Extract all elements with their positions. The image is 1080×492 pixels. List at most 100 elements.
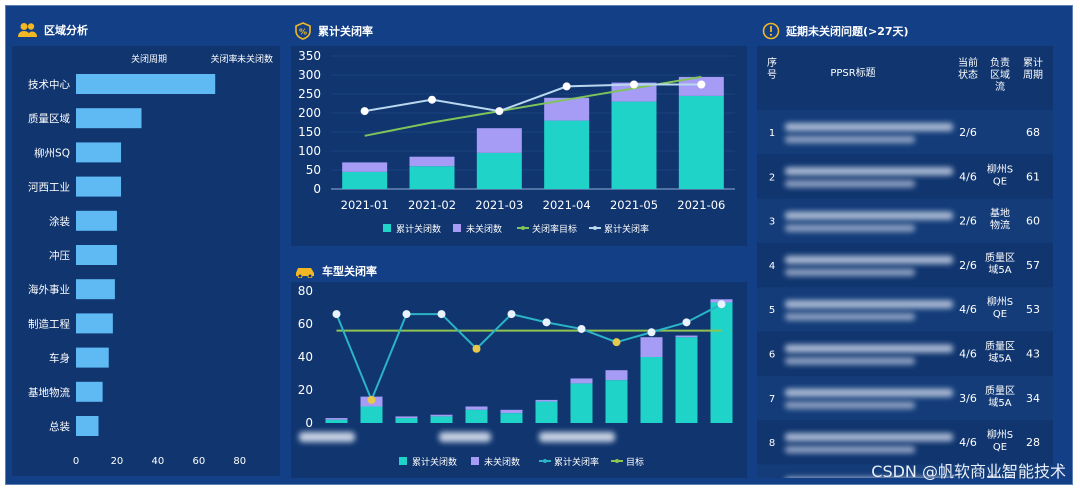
region-x-tick: 20 <box>111 456 124 467</box>
table-cell-zone: 质量区 <box>985 385 1015 397</box>
close-bar-open <box>476 128 522 153</box>
close-rate-point <box>697 80 706 89</box>
table-cell-ppsr-blurred <box>785 180 915 188</box>
table-cell-ppsr-blurred <box>785 433 953 442</box>
region-x-tick: 80 <box>233 456 246 467</box>
close-rate-point <box>428 95 436 104</box>
model-bar-closed <box>360 406 383 423</box>
model-x-tick-blurred <box>439 432 491 442</box>
close-bar-closed <box>611 101 657 189</box>
model-x-tick-blurred <box>539 432 615 442</box>
close-rate-point <box>360 107 369 116</box>
model-legend-label: 未关闭数 <box>484 456 520 468</box>
table-header-seq: 序 <box>767 56 777 69</box>
close-bar-open <box>544 97 590 121</box>
model-bar-closed <box>605 380 628 423</box>
table-cell-ppsr-blurred <box>785 388 953 397</box>
percent-shield-icon: % <box>294 22 312 40</box>
table-cell-ppsr-blurred <box>785 136 915 143</box>
table-cell-status: 3/6 <box>959 392 977 405</box>
model-y-tick: 40 <box>298 350 313 364</box>
close-rate-point <box>630 80 638 89</box>
close-legend-dot <box>593 226 597 230</box>
region-bar <box>76 381 103 402</box>
car-icon <box>294 264 316 278</box>
svg-text:%: % <box>299 28 307 37</box>
close-legend-label: 累计关闭数 <box>396 223 441 235</box>
table-header-status: 状态 <box>958 68 978 81</box>
region-title-text: 区域分析 <box>44 24 88 37</box>
region-category-label: 冲压 <box>49 249 70 262</box>
table-cell-zone: 物流 <box>990 219 1010 232</box>
table-cell-status: 2/6 <box>959 126 977 139</box>
close-bar-closed <box>409 166 455 189</box>
region-bar <box>76 108 142 129</box>
model-rate-point <box>472 344 481 353</box>
model-y-tick: 20 <box>298 383 313 397</box>
table-cell-cycle: 28 <box>1026 436 1040 449</box>
close-rate-title-text: 累计关闭率 <box>318 25 373 38</box>
model-x-tick-blurred <box>299 432 355 442</box>
close-legend-label: 关闭率目标 <box>532 223 577 235</box>
model-y-tick: 60 <box>298 317 313 331</box>
table-row <box>757 110 1053 155</box>
region-category-label: 基地物流 <box>28 386 70 399</box>
table-cell-status: 2/6 <box>959 215 977 228</box>
close-legend-swatch <box>453 224 461 232</box>
region-bar <box>76 142 122 163</box>
close-y-tick: 200 <box>298 106 321 120</box>
model-bar-closed <box>430 416 453 423</box>
table-cell-zone: 域5A <box>988 352 1011 365</box>
region-bar <box>76 245 117 265</box>
close-legend-swatch <box>383 224 391 232</box>
close-rate-line <box>364 83 702 113</box>
table-cell-zone: QE <box>993 309 1007 320</box>
table-cell-zone: 柳州S <box>987 295 1013 308</box>
model-rate-point <box>647 328 656 337</box>
close-y-tick: 250 <box>298 87 321 101</box>
table-header-zone: 区域 <box>990 68 1010 81</box>
model-rate-point <box>577 324 586 333</box>
table-cell-seq: 8 <box>769 438 775 449</box>
model-rate-point <box>437 310 446 319</box>
table-cell-zone: 柳州S <box>987 428 1013 441</box>
table-cell-zone: QE <box>993 176 1007 187</box>
close-y-tick: 150 <box>298 125 321 139</box>
table-cell-cycle: 68 <box>1026 126 1040 139</box>
table-cell-zone: QE <box>993 442 1007 453</box>
region-x-tick: 60 <box>192 456 205 467</box>
model-bar-open <box>500 409 523 414</box>
close-rate-chart: 0 50 100 150 200 250 300 350 2021-01 2021-02 2021-… <box>298 49 735 235</box>
model-panel-title: 车型关闭率 <box>294 263 377 279</box>
model-y-tick: 80 <box>298 284 313 298</box>
table-cell-cycle: 43 <box>1026 348 1040 361</box>
table-cell-ppsr-blurred <box>785 313 915 321</box>
close-y-tick: 350 <box>298 49 321 63</box>
table-cell-seq: 4 <box>769 261 775 272</box>
region-x-tick: 40 <box>152 456 165 467</box>
model-rate-point <box>717 300 726 309</box>
model-legend-swatch <box>471 457 479 465</box>
model-rate-point <box>332 310 341 319</box>
table-cell-zone: 基地 <box>990 207 1010 220</box>
close-x-tick: 2021-01 <box>341 198 389 212</box>
model-bar-closed <box>640 357 663 423</box>
overdue-panel-title: 延期未关闭问题(>27天) <box>762 22 909 40</box>
table-cell-status: 4/6 <box>959 303 977 316</box>
region-category-label: 海外事业 <box>28 283 70 296</box>
table-cell-seq: 7 <box>769 394 775 405</box>
table-row <box>757 198 1053 243</box>
model-bar-open <box>640 337 663 357</box>
close-bar-open <box>409 156 455 167</box>
region-category-label: 技术中心 <box>28 78 70 91</box>
close-y-tick: 0 <box>313 182 321 196</box>
model-bar-open <box>535 399 558 402</box>
model-chart: 0 20 40 60 80 累计关闭数 未关闭数 累计关闭率 目标 <box>298 284 733 468</box>
model-rate-point <box>402 310 411 319</box>
table-cell-ppsr-blurred <box>785 401 915 409</box>
region-column-header: 未关闭数 <box>237 53 273 65</box>
region-category-label: 质量区域 <box>28 112 70 125</box>
overdue-card: 序号 PPSR标题 当前 状态 负责 区域流累计 周期 1 2/6 68 2 4/6 柳州S QE 61 3 2… <box>757 46 1053 492</box>
